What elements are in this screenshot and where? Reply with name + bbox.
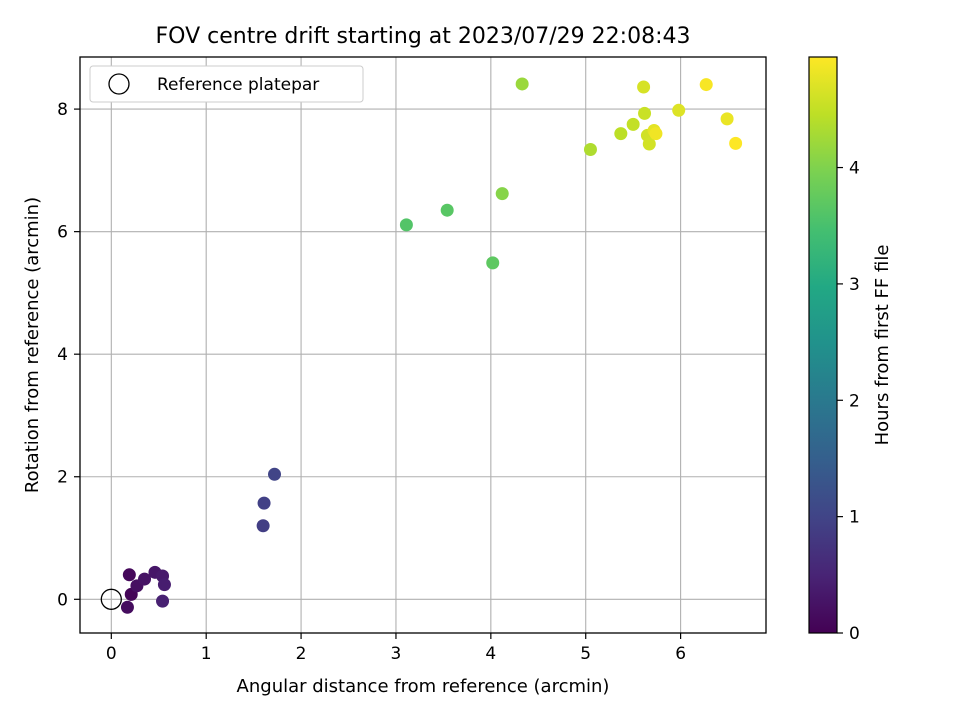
data-point <box>583 143 597 157</box>
plot-frame <box>79 56 767 634</box>
colorbar-gradient <box>808 56 838 634</box>
x-tick-label: 0 <box>106 644 117 664</box>
colorbar-tick-label: 4 <box>849 159 860 179</box>
y-tick-label: 8 <box>57 100 68 120</box>
data-point <box>268 467 282 481</box>
data-point <box>120 600 134 614</box>
data-point <box>637 80 651 94</box>
y-axis-ticks: 0 2 4 6 8 <box>57 100 80 610</box>
colorbar-tick-label: 3 <box>849 275 860 295</box>
data-points <box>120 77 743 614</box>
legend-label: Reference platepar <box>157 75 319 95</box>
reference-platepar-marker <box>100 588 122 610</box>
y-axis-label: Rotation from reference (arcmin) <box>22 197 43 493</box>
reference-marker-layer <box>100 588 122 610</box>
colorbar-ticks: 0 1 2 3 4 <box>837 159 860 644</box>
data-point <box>642 137 656 151</box>
data-point <box>649 127 663 141</box>
x-tick-label: 5 <box>580 644 591 664</box>
data-point <box>440 203 454 217</box>
data-point <box>157 578 171 592</box>
data-point <box>495 187 509 201</box>
colorbar: 0 1 2 3 4 Hours from first FF file <box>808 56 893 644</box>
x-tick-label: 2 <box>296 644 307 664</box>
data-point <box>256 519 270 533</box>
data-point <box>486 256 500 270</box>
data-point <box>626 117 640 131</box>
legend-marker <box>108 73 130 95</box>
colorbar-tick-label: 0 <box>849 624 860 644</box>
data-point <box>638 106 652 120</box>
data-point <box>729 136 743 150</box>
x-tick-label: 4 <box>485 644 496 664</box>
data-point <box>720 112 734 126</box>
data-point <box>122 568 136 582</box>
data-point <box>138 572 152 586</box>
data-point <box>699 78 713 92</box>
colorbar-tick-label: 2 <box>849 391 860 411</box>
x-axis-label: Angular distance from reference (arcmin) <box>237 676 610 697</box>
y-tick-label: 6 <box>57 223 68 243</box>
y-tick-label: 2 <box>57 468 68 488</box>
data-point <box>515 77 529 91</box>
legend-box <box>89 65 364 103</box>
x-tick-label: 3 <box>391 644 402 664</box>
chart-title: FOV centre drift starting at 2023/07/29 … <box>156 24 691 49</box>
colorbar-label: Hours from first FF file <box>872 245 893 446</box>
grid-lines <box>80 57 766 633</box>
data-point <box>614 127 628 141</box>
y-tick-label: 4 <box>57 345 68 365</box>
data-point <box>672 103 686 117</box>
y-tick-label: 0 <box>57 590 68 610</box>
colorbar-tick-label: 1 <box>849 508 860 528</box>
x-axis-ticks: 0 1 2 3 4 5 6 <box>106 633 686 664</box>
data-point <box>156 594 170 608</box>
x-tick-label: 6 <box>675 644 686 664</box>
data-point <box>257 496 271 510</box>
legend: Reference platepar <box>89 65 364 103</box>
x-tick-label: 1 <box>201 644 212 664</box>
data-point <box>399 218 413 232</box>
